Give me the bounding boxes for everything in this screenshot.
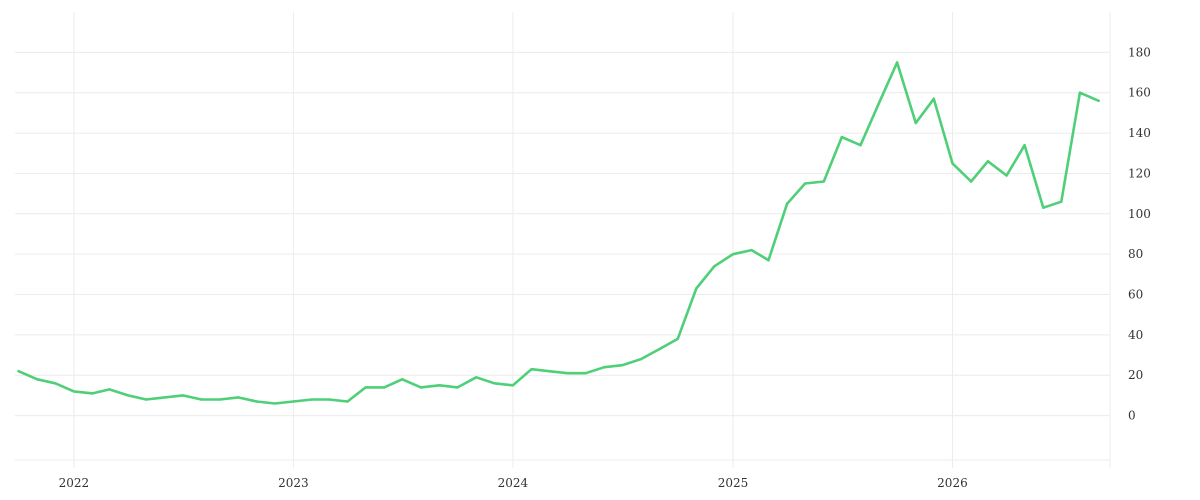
data-point — [310, 398, 314, 401]
data-point — [383, 386, 386, 389]
data-point — [566, 372, 569, 375]
data-point — [364, 386, 367, 389]
data-point — [346, 400, 349, 403]
data-point — [456, 386, 459, 389]
data-point — [493, 382, 496, 385]
data-point — [731, 253, 735, 256]
data-point — [914, 121, 917, 125]
x-tick-label: 2022 — [59, 476, 90, 490]
y-tick-label: 60 — [1128, 288, 1143, 302]
data-point — [511, 384, 515, 387]
data-point — [859, 144, 862, 147]
data-point — [713, 265, 716, 268]
data-point — [255, 400, 258, 403]
data-point — [547, 370, 551, 373]
series-line — [17, 61, 1100, 405]
y-tick-label: 100 — [1128, 207, 1151, 221]
data-point — [327, 398, 331, 401]
y-tick-label: 180 — [1128, 45, 1151, 59]
data-point — [36, 378, 39, 381]
data-point — [1097, 99, 1100, 103]
data-point — [932, 97, 935, 101]
data-point — [108, 388, 111, 391]
data-point — [181, 394, 184, 397]
data-point — [695, 287, 698, 290]
data-point — [236, 396, 240, 399]
data-point — [419, 386, 423, 389]
data-point — [986, 160, 990, 163]
data-point — [91, 392, 94, 395]
data-point — [803, 182, 807, 185]
data-point — [530, 368, 533, 371]
x-tick-label: 2026 — [937, 476, 968, 490]
y-tick-label: 20 — [1128, 368, 1143, 382]
x-tick-label: 2024 — [498, 476, 529, 490]
data-point — [951, 162, 954, 165]
axis-layer: 0 20 40 60 80 100 120 140 160 180 2022 2023 2024 2025… — [59, 45, 1151, 490]
data-point — [292, 400, 295, 403]
data-point — [969, 180, 973, 183]
data-point — [163, 396, 166, 399]
y-tick-label: 140 — [1128, 126, 1151, 140]
data-point — [1078, 91, 1082, 94]
data-point — [1023, 144, 1026, 147]
data-point — [144, 398, 148, 401]
data-point — [1060, 200, 1063, 203]
data-point — [126, 394, 130, 397]
grid-layer — [15, 12, 1111, 468]
x-tick-label: 2025 — [718, 476, 749, 490]
y-tick-label: 80 — [1128, 247, 1143, 261]
data-point — [603, 366, 606, 369]
data-point — [273, 402, 276, 405]
data-point — [200, 398, 203, 401]
data-point — [584, 372, 587, 375]
data-point — [54, 382, 57, 385]
y-tick-label: 120 — [1128, 166, 1151, 180]
data-point — [17, 370, 20, 373]
y-tick-label: 0 — [1128, 409, 1136, 423]
data-point — [877, 101, 881, 105]
data-point — [785, 202, 789, 205]
data-point — [840, 135, 843, 139]
data-point — [822, 180, 825, 183]
data-point — [401, 378, 404, 381]
data-point — [658, 347, 661, 351]
data-point — [72, 390, 76, 393]
data-point — [895, 61, 899, 64]
y-tick-label: 40 — [1128, 328, 1143, 342]
data-point — [1005, 174, 1008, 177]
series-layer — [17, 61, 1100, 405]
data-point — [676, 337, 679, 341]
data-point — [767, 259, 770, 262]
data-point — [621, 364, 624, 367]
x-tick-label: 2023 — [278, 476, 309, 490]
data-point — [218, 398, 222, 401]
data-point — [475, 376, 478, 379]
y-tick-label: 160 — [1128, 86, 1151, 100]
data-point — [750, 248, 753, 252]
data-point — [1042, 206, 1045, 209]
data-point — [639, 357, 643, 361]
data-point — [438, 384, 441, 387]
